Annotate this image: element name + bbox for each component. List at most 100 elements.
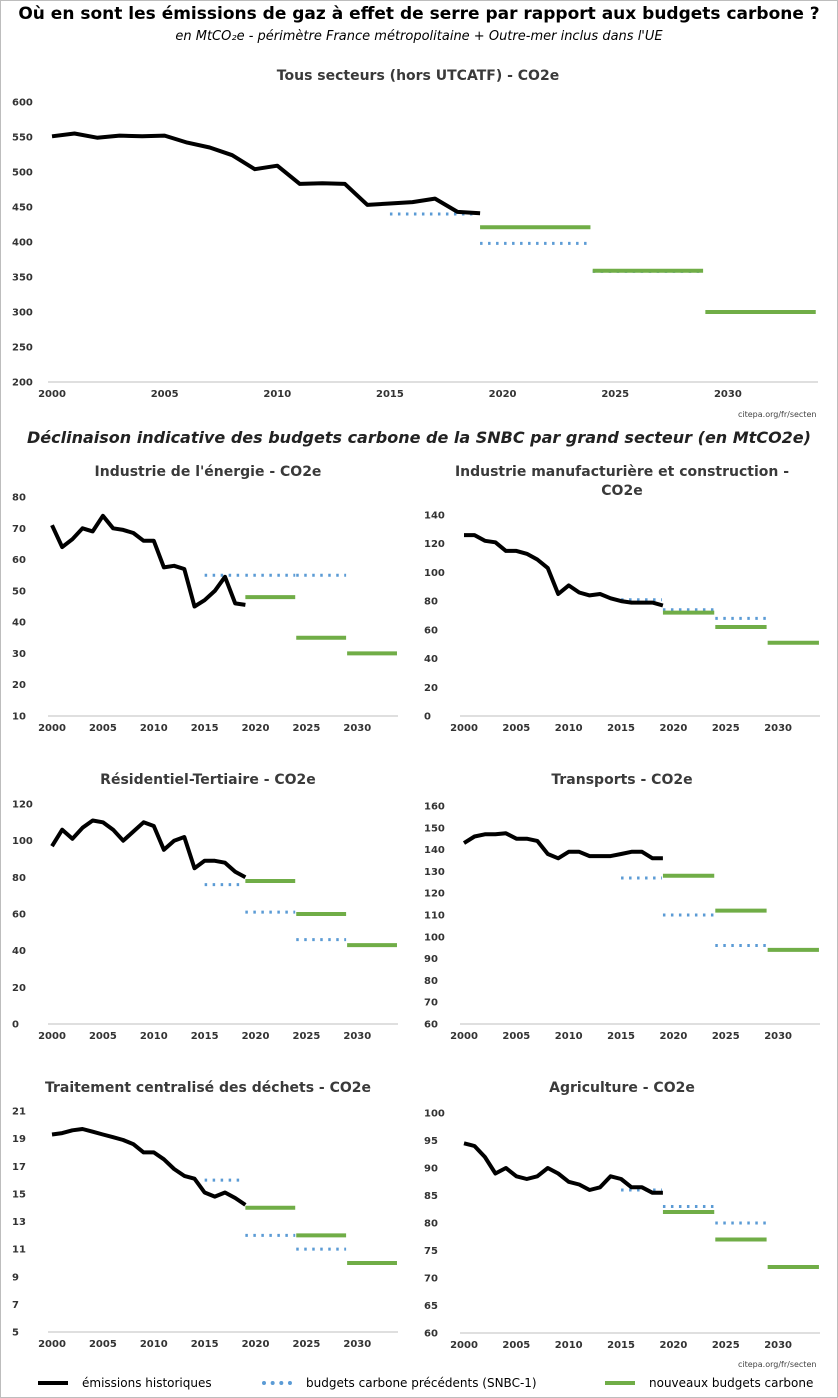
x-tick-label: 2000 bbox=[450, 1031, 478, 1042]
x-tick-label: 2015 bbox=[607, 1340, 635, 1351]
x-tick-label: 2015 bbox=[191, 1339, 219, 1350]
y-tick-label: 90 bbox=[424, 954, 438, 965]
y-tick-label: 30 bbox=[12, 649, 26, 660]
y-tick-label: 100 bbox=[12, 836, 33, 847]
y-tick-label: 350 bbox=[12, 273, 33, 284]
chart-title: Traitement centralisé des déchets - CO2e bbox=[45, 1080, 371, 1096]
legend-swatch-historique bbox=[38, 1381, 68, 1385]
chart-title: Résidentiel-Tertiaire - CO2e bbox=[100, 772, 316, 788]
section-title: Déclinaison indicative des budgets carbo… bbox=[27, 428, 811, 447]
x-tick-label: 2020 bbox=[659, 1340, 687, 1351]
x-tick-label: 2010 bbox=[555, 1031, 583, 1042]
chart-title: Industrie de l'énergie - CO2e bbox=[95, 464, 322, 480]
y-tick-label: 21 bbox=[12, 1107, 26, 1118]
chart-title: Agriculture - CO2e bbox=[549, 1080, 695, 1096]
y-tick-label: 20 bbox=[12, 680, 26, 691]
y-tick-label: 250 bbox=[12, 343, 33, 354]
x-tick-label: 2010 bbox=[555, 723, 583, 734]
x-tick-label: 2030 bbox=[343, 1031, 371, 1042]
series-line-historique bbox=[51, 1127, 247, 1207]
y-tick-label: 95 bbox=[424, 1136, 438, 1147]
y-tick-label: 130 bbox=[424, 867, 445, 878]
x-tick-label: 2015 bbox=[376, 389, 404, 400]
chart-title-line-1: Industrie manufacturière et construction… bbox=[455, 464, 789, 480]
x-tick-label: 2025 bbox=[712, 1340, 740, 1351]
main-title: Où en sont les émissions de gaz à effet … bbox=[18, 4, 820, 24]
y-tick-label: 70 bbox=[12, 524, 26, 535]
y-tick-label: 70 bbox=[424, 1274, 438, 1285]
source-note-top: citepa.org/fr/secten bbox=[738, 410, 817, 419]
x-tick-label: 2005 bbox=[502, 1031, 530, 1042]
series-line-historique bbox=[464, 533, 664, 608]
y-tick-label: 40 bbox=[12, 618, 26, 629]
y-tick-label: 150 bbox=[424, 823, 445, 834]
series-line-historique bbox=[50, 513, 246, 609]
chart-panel-3: Industrie manufacturière et construction… bbox=[424, 464, 820, 734]
y-tick-label: 60 bbox=[424, 1020, 438, 1031]
y-tick-label: 65 bbox=[424, 1301, 438, 1312]
x-tick-label: 2010 bbox=[263, 389, 291, 400]
x-tick-label: 2030 bbox=[764, 1340, 792, 1351]
x-tick-label: 2025 bbox=[292, 1339, 320, 1350]
legend-item-precedents: budgets carbone précédents (SNBC-1) bbox=[262, 1376, 537, 1390]
y-tick-label: 120 bbox=[12, 800, 33, 811]
y-tick-label: 120 bbox=[424, 539, 445, 550]
y-tick-label: 80 bbox=[424, 976, 438, 987]
y-tick-label: 60 bbox=[424, 625, 438, 636]
y-tick-label: 160 bbox=[424, 802, 445, 813]
legend-swatch-nouveaux bbox=[605, 1381, 635, 1385]
y-tick-label: 75 bbox=[424, 1246, 438, 1257]
y-tick-label: 140 bbox=[424, 845, 445, 856]
x-tick-label: 2000 bbox=[38, 1339, 66, 1350]
x-tick-label: 2005 bbox=[502, 723, 530, 734]
y-tick-label: 17 bbox=[12, 1162, 26, 1173]
y-tick-label: 50 bbox=[12, 586, 26, 597]
y-tick-label: 10 bbox=[12, 712, 26, 723]
y-tick-label: 90 bbox=[424, 1164, 438, 1175]
legend-item-nouveaux: nouveaux budgets carbone bbox=[605, 1376, 813, 1390]
y-tick-label: 0 bbox=[424, 712, 431, 723]
y-tick-label: 400 bbox=[12, 238, 33, 249]
y-tick-label: 15 bbox=[12, 1189, 26, 1200]
legend-label-nouveaux: nouveaux budgets carbone bbox=[649, 1376, 814, 1390]
y-tick-label: 100 bbox=[424, 1109, 445, 1120]
chart-title: Industrie manufacturière et construction… bbox=[455, 464, 789, 499]
x-tick-label: 2030 bbox=[343, 1339, 371, 1350]
x-tick-label: 2000 bbox=[450, 723, 478, 734]
x-tick-label: 2030 bbox=[764, 1031, 792, 1042]
legend-item-historique: émissions historiques bbox=[38, 1376, 212, 1390]
x-tick-label: 2020 bbox=[489, 389, 517, 400]
y-tick-label: 13 bbox=[12, 1217, 26, 1228]
y-tick-label: 7 bbox=[12, 1300, 19, 1311]
source-note-bottom: citepa.org/fr/secten bbox=[738, 1360, 817, 1369]
x-tick-label: 2010 bbox=[140, 1031, 168, 1042]
chart-panel-7: Agriculture - CO2e 60 65 70 75 80 85 90 95 100 200… bbox=[424, 1080, 820, 1351]
x-tick-label: 2025 bbox=[601, 389, 629, 400]
x-tick-label: 2000 bbox=[38, 723, 66, 734]
legend: émissions historiques budgets carbone pr… bbox=[0, 1376, 838, 1396]
x-tick-label: 2010 bbox=[140, 723, 168, 734]
x-tick-label: 2025 bbox=[712, 723, 740, 734]
y-tick-label: 20 bbox=[12, 983, 26, 994]
y-tick-label: 550 bbox=[12, 133, 33, 144]
y-tick-label: 0 bbox=[12, 1020, 19, 1031]
x-tick-label: 2030 bbox=[343, 723, 371, 734]
x-tick-label: 2030 bbox=[714, 389, 742, 400]
series-line-historique bbox=[462, 831, 663, 861]
chart-panel-4: Résidentiel-Tertiaire - CO2e 0 20 40 60 80 100… bbox=[12, 772, 398, 1042]
y-tick-label: 100 bbox=[424, 568, 445, 579]
x-tick-label: 2005 bbox=[89, 723, 117, 734]
x-tick-label: 2010 bbox=[555, 1340, 583, 1351]
x-tick-label: 2020 bbox=[242, 1339, 270, 1350]
y-tick-label: 40 bbox=[424, 654, 438, 665]
x-tick-label: 2010 bbox=[140, 1339, 168, 1350]
chart-panel-1: Tous secteurs (hors UTCATF) - CO2e 200 250… bbox=[12, 68, 818, 400]
x-tick-label: 2005 bbox=[502, 1340, 530, 1351]
x-tick-label: 2015 bbox=[607, 1031, 635, 1042]
legend-label-precedents: budgets carbone précédents (SNBC-1) bbox=[306, 1376, 537, 1390]
y-tick-label: 40 bbox=[12, 946, 26, 957]
y-tick-label: 500 bbox=[12, 168, 33, 179]
y-tick-label: 9 bbox=[12, 1272, 19, 1283]
y-tick-label: 60 bbox=[424, 1329, 438, 1340]
